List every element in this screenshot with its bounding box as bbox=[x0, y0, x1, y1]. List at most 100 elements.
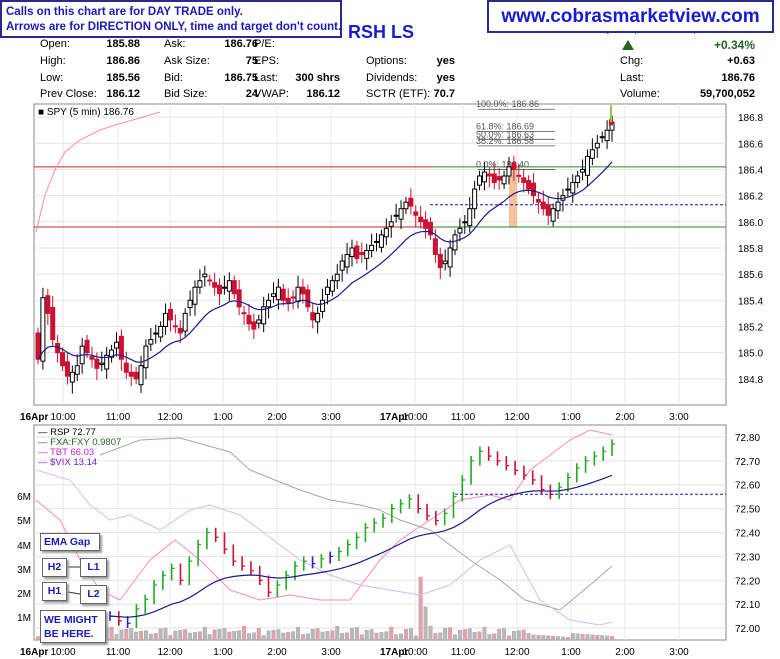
volume-bar bbox=[217, 629, 222, 641]
fib-time-band bbox=[509, 169, 517, 228]
candle-body bbox=[403, 201, 409, 210]
candle-body bbox=[467, 208, 473, 227]
time-tick-label: 12:00 bbox=[157, 647, 182, 658]
volume-bar bbox=[291, 631, 296, 641]
price-tick-label: 185.8 bbox=[738, 244, 763, 255]
candle-body bbox=[251, 321, 257, 330]
volume-bar bbox=[531, 634, 536, 641]
candle-body bbox=[74, 365, 80, 375]
candle-body bbox=[472, 188, 478, 210]
overlay-line-top bbox=[35, 111, 161, 233]
volume-bar bbox=[193, 632, 197, 641]
quote-label: EPS: bbox=[254, 55, 280, 67]
we-might-be-here-label: WE MIGHT BE HERE. bbox=[40, 610, 106, 643]
website-banner[interactable]: www.cobrasmarketview.com bbox=[487, 0, 774, 33]
rsp-legend-entry: — $VIX 13.14 bbox=[38, 457, 97, 468]
quote-value: 186.12 bbox=[306, 88, 340, 100]
candle-body bbox=[113, 341, 119, 349]
volume-bar bbox=[320, 631, 325, 641]
volume-bar bbox=[551, 636, 556, 641]
quote-value: 75 bbox=[245, 55, 258, 67]
volume-bar bbox=[556, 636, 560, 641]
quote-label: Bid: bbox=[164, 72, 183, 84]
candle-body bbox=[374, 240, 380, 243]
quote-label: Dividends: bbox=[366, 72, 418, 84]
quote-value: 186.86 bbox=[106, 55, 140, 67]
candle-body bbox=[177, 327, 183, 334]
candle-body bbox=[148, 339, 154, 345]
volume-bar bbox=[168, 635, 173, 641]
volume-bar bbox=[580, 633, 585, 641]
time-tick-label: 2:00 bbox=[267, 647, 287, 658]
fib-level-label: 61.8%: 186.69 bbox=[476, 121, 534, 131]
candle-body bbox=[418, 216, 424, 223]
volume-bar bbox=[492, 633, 497, 641]
volume-bar bbox=[251, 632, 256, 641]
candle-body bbox=[246, 314, 252, 325]
volume-bar bbox=[384, 631, 389, 641]
candle-body bbox=[241, 312, 247, 315]
candle-body bbox=[570, 182, 576, 194]
volume-bar bbox=[271, 630, 276, 641]
volume-bar bbox=[364, 630, 369, 641]
volume-bar bbox=[511, 631, 516, 641]
candle-body bbox=[226, 280, 232, 292]
candle-body bbox=[432, 238, 438, 256]
candle-body bbox=[133, 371, 139, 380]
tbt-line bbox=[35, 429, 613, 601]
volume-bar bbox=[212, 629, 217, 641]
disclaimer-line-2: Arrows are for DIRECTION ONLY, time and … bbox=[6, 21, 342, 33]
h1-l2-connector bbox=[67, 591, 81, 595]
rsp-ema-line bbox=[109, 474, 613, 618]
volume-bar bbox=[335, 625, 340, 641]
candle-body bbox=[447, 247, 453, 268]
candle-body bbox=[388, 221, 394, 227]
we-might-line-2: BE HERE. bbox=[44, 628, 94, 640]
volume-bar bbox=[472, 632, 477, 641]
volume-bar bbox=[516, 630, 521, 641]
volume-bar bbox=[394, 634, 399, 641]
candle-body bbox=[212, 282, 218, 288]
quote-label: SCTR (ETF): bbox=[366, 88, 431, 100]
volume-bar bbox=[183, 629, 188, 641]
candle-body bbox=[64, 361, 70, 377]
rsp-tick-label: 72.40 bbox=[735, 529, 760, 540]
volume-bar bbox=[546, 635, 551, 641]
price-panel-frame bbox=[33, 103, 727, 406]
price-tick-label: 186.2 bbox=[738, 192, 763, 203]
quote-value: 300 shrs bbox=[295, 72, 340, 84]
volume-bar bbox=[178, 630, 183, 641]
volume-tick-label: 2M bbox=[17, 589, 31, 600]
volume-bar bbox=[286, 632, 291, 641]
volume-tick-label: 6M bbox=[17, 492, 31, 503]
website-link[interactable]: www.cobrasmarketview.com bbox=[501, 6, 760, 27]
volume-bar bbox=[462, 629, 467, 641]
volume-bar bbox=[369, 629, 374, 641]
candle-body bbox=[334, 273, 340, 282]
volume-bar bbox=[570, 633, 575, 641]
candle-body bbox=[408, 197, 414, 207]
time-tick-label: 12:00 bbox=[504, 647, 529, 658]
volume-bar bbox=[374, 632, 379, 641]
candle-body bbox=[540, 201, 546, 210]
volume-bar bbox=[276, 629, 281, 641]
quote-label: Volume: bbox=[620, 88, 660, 100]
volume-bar bbox=[379, 632, 384, 641]
quote-value: 186.75 bbox=[224, 72, 258, 84]
candle-body bbox=[452, 234, 458, 251]
volume-bar bbox=[418, 576, 423, 641]
candle-body bbox=[158, 325, 164, 338]
we-might-line-1: WE MIGHT bbox=[44, 614, 98, 626]
volume-tick-label: 5M bbox=[17, 516, 31, 527]
volume-bar bbox=[448, 627, 453, 641]
time-tick-label: 1:00 bbox=[561, 647, 581, 658]
volume-bar bbox=[453, 634, 457, 641]
rsp-legend-entry: — FXA:FXY 0.9807 bbox=[38, 437, 121, 448]
candle-body bbox=[207, 279, 213, 282]
volume-bar bbox=[124, 629, 129, 641]
time-tick-label: 12:00 bbox=[504, 412, 529, 423]
volume-bar bbox=[148, 633, 153, 641]
candle-body bbox=[506, 166, 512, 177]
ema-gap-label: EMA Gap bbox=[40, 533, 100, 551]
